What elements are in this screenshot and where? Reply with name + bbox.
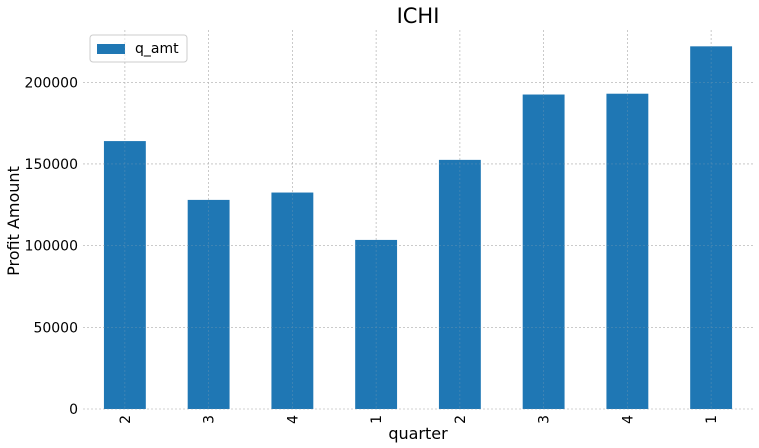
y-axis-label: Profit Amount (4, 166, 23, 276)
y-tick-label: 100000 (25, 239, 78, 255)
bar (606, 93, 649, 409)
x-tick-label: 1 (369, 415, 385, 424)
x-tick-labels: 2 3 4 1 2 3 4 1 (118, 415, 720, 424)
bar (522, 94, 565, 409)
y-tick-label: 200000 (25, 75, 78, 91)
y-tick-label: 0 (69, 402, 78, 418)
y-tick-label: 150000 (25, 157, 78, 173)
legend-swatch (97, 44, 125, 54)
bar (355, 239, 398, 409)
bar (103, 141, 146, 409)
legend: q_amt (89, 34, 188, 63)
x-axis-label: quarter (388, 424, 448, 443)
x-tick-label: 2 (453, 415, 469, 424)
x-tick-label: 3 (202, 415, 218, 424)
y-tick-label: 50000 (33, 320, 78, 336)
bar (690, 46, 733, 409)
grid (83, 30, 753, 410)
bar (438, 159, 481, 409)
bar (187, 199, 230, 409)
x-tick-label: 4 (620, 415, 636, 424)
bars (103, 46, 733, 409)
x-tick-label: 4 (285, 415, 301, 424)
x-tick-label: 3 (537, 415, 553, 424)
chart-title: ICHI (397, 4, 440, 28)
x-tick-label: 1 (704, 415, 720, 424)
legend-frame (89, 34, 188, 63)
legend-label: q_amt (135, 41, 179, 57)
x-tick-label: 2 (118, 415, 134, 424)
grid-overlay (83, 30, 753, 410)
bar (271, 192, 314, 409)
y-tick-labels: 0 50000 100000 150000 200000 (25, 75, 78, 418)
